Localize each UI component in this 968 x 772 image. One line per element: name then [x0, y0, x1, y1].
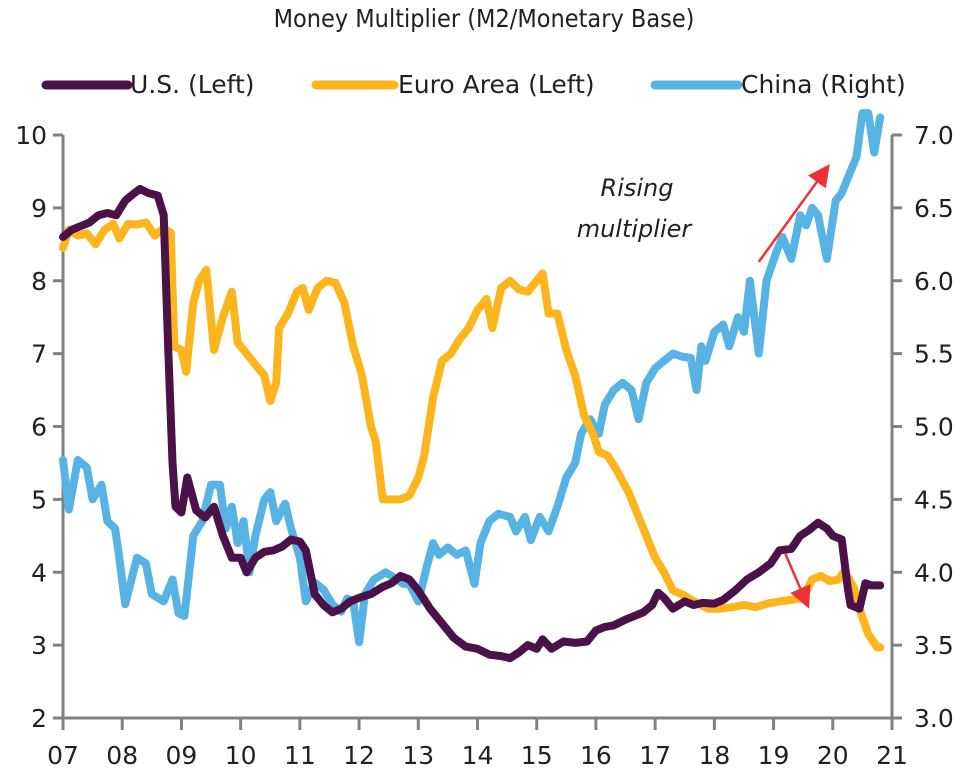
arrow-down-shaft [784, 553, 802, 589]
left-tick-label: 4 [31, 558, 47, 587]
left-tick-label: 7 [31, 340, 47, 369]
right-tick-label: 3.0 [914, 704, 954, 733]
x-tick-label: 19 [758, 741, 790, 770]
right-tick-label: 6.0 [914, 267, 954, 296]
x-tick-label: 11 [284, 741, 316, 770]
annotations-layer: Rising multiplier [577, 164, 830, 609]
axes: 2 3 4 5 6 7 8 9 10 3.0 3.5 4.0 4.5 5.0 5.5 6.0 6.5 7.0 07 0… [15, 121, 954, 770]
annotation-rising: Rising [601, 174, 674, 202]
left-tick-label: 5 [31, 485, 47, 514]
left-tick-label: 6 [31, 413, 47, 442]
x-tick-label: 17 [639, 741, 671, 770]
left-tick-label: 8 [31, 267, 47, 296]
x-tick-label: 14 [462, 741, 494, 770]
right-tick-label: 3.5 [914, 631, 954, 660]
right-tick-label: 7.0 [914, 121, 954, 150]
right-tick-label: 4.5 [914, 485, 954, 514]
series-line-us [59, 184, 885, 663]
series-line-euro [59, 218, 885, 652]
series-layer [59, 109, 885, 663]
left-tick-label: 10 [15, 121, 47, 150]
arrow-down-head-icon [790, 584, 811, 609]
x-tick-label: 18 [698, 741, 730, 770]
arrow-up-right-shaft [757, 181, 818, 263]
left-tick-label: 3 [31, 631, 47, 660]
x-tick-label: 12 [343, 741, 375, 770]
annotation-multiplier: multiplier [577, 215, 694, 243]
x-tick-label: 10 [225, 741, 257, 770]
legend-label-euro: Euro Area (Left) [398, 70, 595, 99]
left-tick-label: 2 [31, 704, 47, 733]
x-tick-label: 21 [876, 741, 908, 770]
legend: U.S. (Left) Euro Area (Left) China (Righ… [41, 70, 906, 99]
legend-label-us: U.S. (Left) [130, 70, 255, 99]
series-line-china [59, 109, 885, 647]
legend-item-euro: Euro Area (Left) [311, 70, 595, 99]
arrow-up-right-head-icon [808, 164, 830, 189]
x-tick-label: 08 [106, 741, 138, 770]
right-tick-label: 5.0 [914, 413, 954, 442]
x-tick-label: 20 [817, 741, 849, 770]
x-tick-label: 09 [166, 741, 198, 770]
legend-item-us: U.S. (Left) [41, 70, 255, 99]
x-tick-label: 07 [47, 741, 79, 770]
right-tick-label: 4.0 [914, 558, 954, 587]
left-tick-label: 9 [31, 194, 47, 223]
legend-item-china: China (Right) [650, 70, 906, 99]
chart-title: Money Multiplier (M2/Monetary Base) [274, 4, 695, 33]
right-tick-label: 6.5 [914, 194, 954, 223]
x-tick-label: 16 [580, 741, 612, 770]
legend-label-china: China (Right) [741, 70, 906, 99]
x-tick-label: 15 [521, 741, 553, 770]
x-tick-label: 13 [402, 741, 434, 770]
right-tick-label: 5.5 [914, 340, 954, 369]
